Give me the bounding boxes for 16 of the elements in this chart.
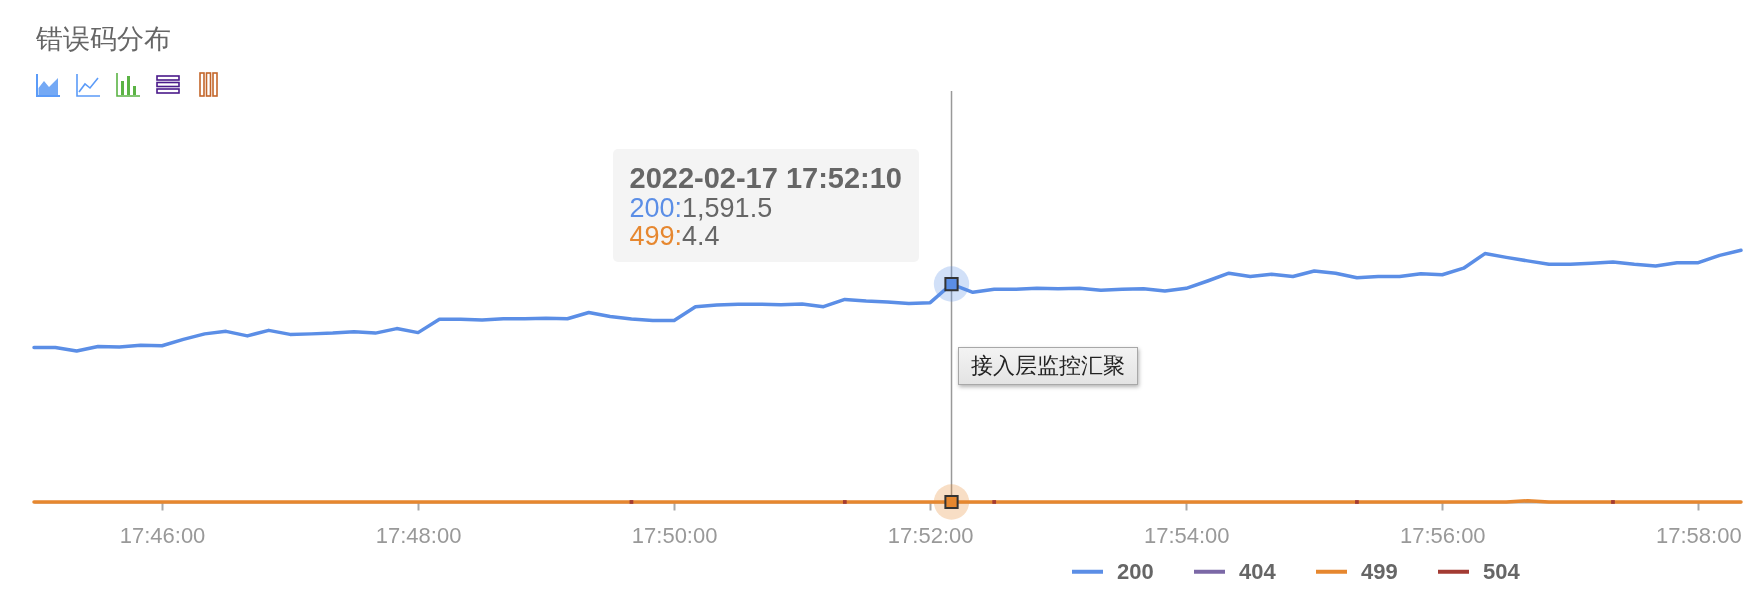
legend-label: 404: [1239, 558, 1277, 584]
x-tick-label: 17:58:00: [1656, 522, 1742, 548]
x-tick-label: 17:54:00: [1143, 522, 1230, 548]
chart-title: 错误码分布: [35, 24, 171, 55]
legend-label: 504: [1483, 558, 1521, 584]
x-tick-label: 17:48:00: [375, 522, 462, 548]
x-tick-label: 17:46:00: [119, 522, 206, 548]
x-tick-label: 17:50:00: [631, 522, 718, 548]
hover-note-box: 接入层监控汇聚: [957, 347, 1138, 385]
legend-label: 499: [1361, 558, 1398, 584]
annotation: 4.4: [682, 221, 720, 252]
legend-label: 200: [1117, 558, 1154, 584]
annotation: 499:: [629, 221, 683, 252]
x-tick-label: 17:52:00: [887, 522, 974, 548]
x-tick-label: 17:56:00: [1399, 522, 1486, 548]
tooltip-panel: 2022-02-17 17:52:10 200:1,591.5 499:4.4: [612, 149, 919, 263]
